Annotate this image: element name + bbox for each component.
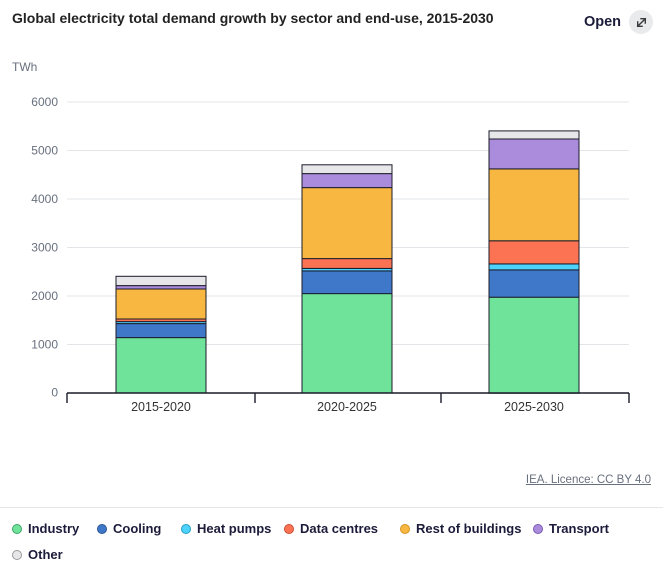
svg-text:2020-2025: 2020-2025: [317, 400, 377, 414]
svg-text:5000: 5000: [31, 144, 58, 158]
svg-text:6000: 6000: [31, 95, 58, 109]
svg-text:1000: 1000: [31, 338, 58, 352]
svg-text:2015-2020: 2015-2020: [131, 400, 191, 414]
svg-text:3000: 3000: [31, 241, 58, 255]
svg-text:4000: 4000: [31, 192, 58, 206]
svg-text:2000: 2000: [31, 289, 58, 303]
svg-text:0: 0: [51, 386, 58, 400]
svg-text:2025-2030: 2025-2030: [504, 400, 564, 414]
